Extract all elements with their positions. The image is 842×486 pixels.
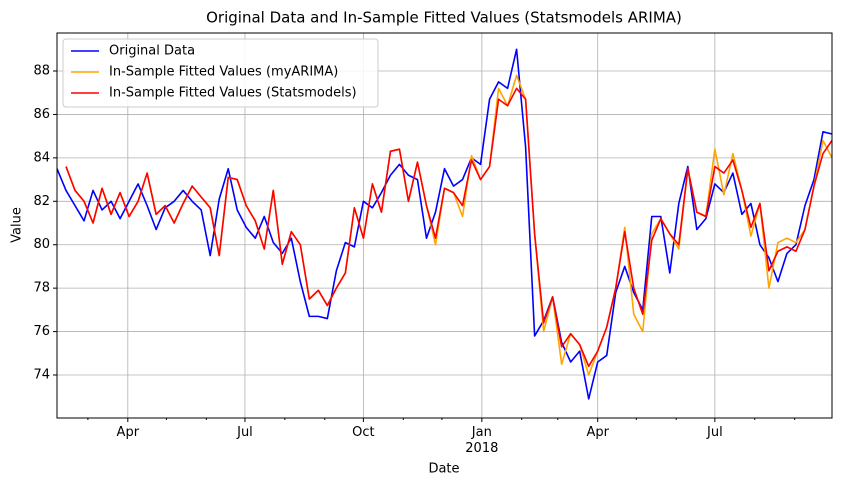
x-tick-label: Jul <box>237 425 253 440</box>
legend-label: Original Data <box>109 44 195 59</box>
legend-box <box>62 38 379 108</box>
legend: Original Data In-Sample Fitted Values (my… <box>62 38 379 108</box>
y-tick-label: 78 <box>33 281 50 296</box>
x-tick-label: Apr <box>586 425 609 440</box>
y-tick-label: 84 <box>33 150 50 165</box>
y-tick-label: 88 <box>33 64 50 79</box>
y-axis-label: Value <box>10 207 25 243</box>
x-tick-label: Jul <box>707 425 723 440</box>
y-tick-label: 80 <box>33 237 50 252</box>
data-line <box>56 48 833 400</box>
legend-label: In-Sample Fitted Values (myARIMA) <box>109 65 338 80</box>
y-tick-label: 82 <box>33 194 50 209</box>
y-tick-label: 76 <box>33 324 50 339</box>
x-tick-label: Apr <box>116 425 140 440</box>
chart-title: Original Data and In-Sample Fitted Value… <box>206 9 682 27</box>
legend-label: In-Sample Fitted Values (Statsmodels) <box>109 86 357 101</box>
y-tick-label: 74 <box>33 368 50 383</box>
x-tick-label: Oct <box>352 425 375 440</box>
data-line <box>65 74 833 376</box>
plot-frame <box>56 32 833 419</box>
data-line <box>65 87 833 368</box>
x-axis-label: Date <box>428 462 459 477</box>
y-tick-label: 86 <box>33 107 50 122</box>
x-tick-label: Jan 2018 <box>465 425 499 456</box>
